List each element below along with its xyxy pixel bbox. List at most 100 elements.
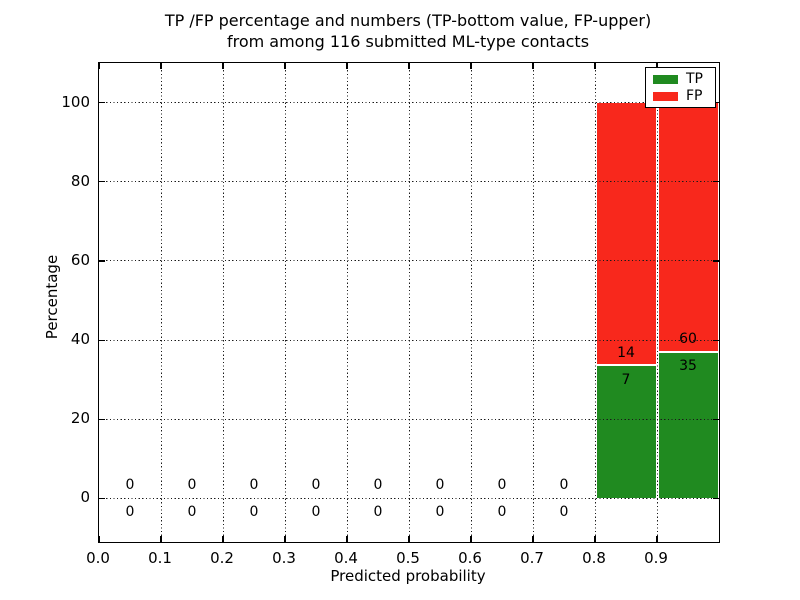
y-tick-mark-right bbox=[713, 339, 719, 341]
x-tick-mark bbox=[98, 536, 100, 542]
y-tick-mark bbox=[99, 101, 105, 104]
v-gridline bbox=[222, 63, 224, 542]
fp-bar-segment bbox=[658, 102, 718, 353]
fp-count-label: 0 bbox=[187, 476, 197, 493]
x-tick-mark-top bbox=[408, 63, 410, 69]
x-tick-mark bbox=[222, 536, 224, 542]
y-tick-label: 20 bbox=[70, 409, 90, 428]
y-tick-label: 80 bbox=[70, 171, 90, 190]
tp-count-label: 35 bbox=[679, 358, 697, 375]
fp-count-label: 0 bbox=[373, 476, 383, 493]
chart-title: TP /FP percentage and numbers (TP-bottom… bbox=[98, 10, 718, 52]
x-tick-mark-top bbox=[594, 63, 596, 69]
tp-count-label: 0 bbox=[311, 504, 321, 521]
v-gridline bbox=[470, 63, 472, 542]
y-tick-label: 60 bbox=[70, 250, 90, 269]
y-tick-mark bbox=[99, 339, 105, 341]
h-gridline bbox=[99, 181, 719, 183]
h-gridline bbox=[99, 260, 719, 262]
fp-count-label: 14 bbox=[617, 344, 635, 361]
chart-title-line-2: from among 116 submitted ML-type contact… bbox=[226, 32, 590, 51]
v-gridline bbox=[532, 63, 534, 542]
v-gridline bbox=[594, 63, 596, 542]
fp-legend-label: FP bbox=[686, 88, 703, 104]
x-tick-label: 0.8 bbox=[582, 549, 606, 567]
tp-bar-segment bbox=[658, 352, 718, 499]
x-tick-mark bbox=[284, 536, 286, 542]
tp-legend-label: TP bbox=[686, 71, 703, 87]
fp-count-label: 60 bbox=[679, 330, 697, 347]
y-tick-mark-right bbox=[713, 260, 719, 262]
tp-count-label: 7 bbox=[621, 372, 631, 389]
fp-count-label: 0 bbox=[497, 476, 507, 493]
y-tick-mark-right bbox=[713, 101, 719, 104]
plot-area: 0 0 0 0 0 0 0 0 0 0 0 0 0 0 0 0 14 7 60 35 bbox=[98, 62, 720, 543]
y-tick-mark-right bbox=[713, 418, 719, 420]
y-tick-mark bbox=[99, 260, 105, 262]
x-tick-mark bbox=[160, 536, 162, 542]
x-tick-mark bbox=[656, 536, 658, 542]
y-tick-label: 40 bbox=[70, 330, 90, 349]
y-tick-mark bbox=[99, 497, 105, 500]
tp-count-label: 0 bbox=[373, 504, 383, 521]
x-tick-label: 0.9 bbox=[644, 549, 668, 567]
x-tick-mark bbox=[594, 536, 596, 542]
x-tick-label: 0.2 bbox=[210, 549, 234, 567]
fp-bar-segment bbox=[596, 102, 656, 367]
x-tick-label: 0.7 bbox=[520, 549, 544, 567]
fp-count-label: 0 bbox=[435, 476, 445, 493]
y-tick-label: 100 bbox=[61, 92, 90, 111]
y-tick-mark bbox=[99, 418, 105, 420]
x-tick-mark bbox=[470, 536, 472, 542]
fp-count-label: 0 bbox=[249, 476, 259, 493]
x-tick-mark-top bbox=[470, 63, 472, 69]
x-tick-mark-top bbox=[346, 63, 348, 69]
h-gridline bbox=[99, 102, 719, 104]
x-tick-mark-top bbox=[98, 63, 100, 69]
fp-count-label: 0 bbox=[559, 476, 569, 493]
tp-legend-swatch bbox=[653, 74, 678, 84]
x-tick-mark-top bbox=[284, 63, 286, 69]
x-tick-label: 0.4 bbox=[334, 549, 358, 567]
x-tick-label: 0.5 bbox=[396, 549, 420, 567]
x-tick-mark bbox=[408, 536, 410, 542]
fp-count-label: 0 bbox=[311, 476, 321, 493]
v-gridline bbox=[160, 63, 162, 542]
x-axis-title: Predicted probability bbox=[330, 567, 486, 585]
tp-count-label: 0 bbox=[187, 504, 197, 521]
x-tick-label: 0.0 bbox=[86, 549, 110, 567]
chart-title-line-1: TP /FP percentage and numbers (TP-bottom… bbox=[164, 11, 652, 30]
legend-item-fp: FP bbox=[653, 88, 708, 104]
fp-legend-swatch bbox=[653, 91, 678, 101]
fp-count-label: 0 bbox=[125, 476, 135, 493]
x-tick-label: 0.1 bbox=[148, 549, 172, 567]
h-gridline bbox=[99, 418, 719, 420]
tp-count-label: 0 bbox=[249, 504, 259, 521]
x-tick-mark-top bbox=[532, 63, 534, 69]
y-tick-mark-right bbox=[713, 181, 719, 183]
x-tick-mark bbox=[532, 536, 534, 542]
v-gridline bbox=[284, 63, 286, 542]
h-gridline bbox=[99, 497, 719, 499]
tp-count-label: 0 bbox=[435, 504, 445, 521]
tp-bar-segment bbox=[596, 366, 656, 499]
legend: TP FP bbox=[645, 67, 716, 108]
y-tick-mark-right bbox=[713, 497, 719, 500]
x-tick-mark bbox=[346, 536, 348, 542]
v-gridline bbox=[346, 63, 348, 542]
v-gridline bbox=[408, 63, 410, 542]
x-tick-mark-top bbox=[160, 63, 162, 69]
tp-count-label: 0 bbox=[497, 504, 507, 521]
x-tick-label: 0.3 bbox=[272, 549, 296, 567]
x-tick-label: 0.6 bbox=[458, 549, 482, 567]
legend-item-tp: TP bbox=[653, 71, 708, 87]
tp-count-label: 0 bbox=[125, 504, 135, 521]
x-tick-mark-top bbox=[656, 63, 658, 69]
y-tick-label: 0 bbox=[80, 488, 90, 507]
v-gridline bbox=[656, 63, 658, 542]
tp-count-label: 0 bbox=[559, 504, 569, 521]
x-tick-mark-top bbox=[222, 63, 224, 69]
h-gridline bbox=[99, 339, 719, 341]
y-tick-mark bbox=[99, 181, 105, 183]
